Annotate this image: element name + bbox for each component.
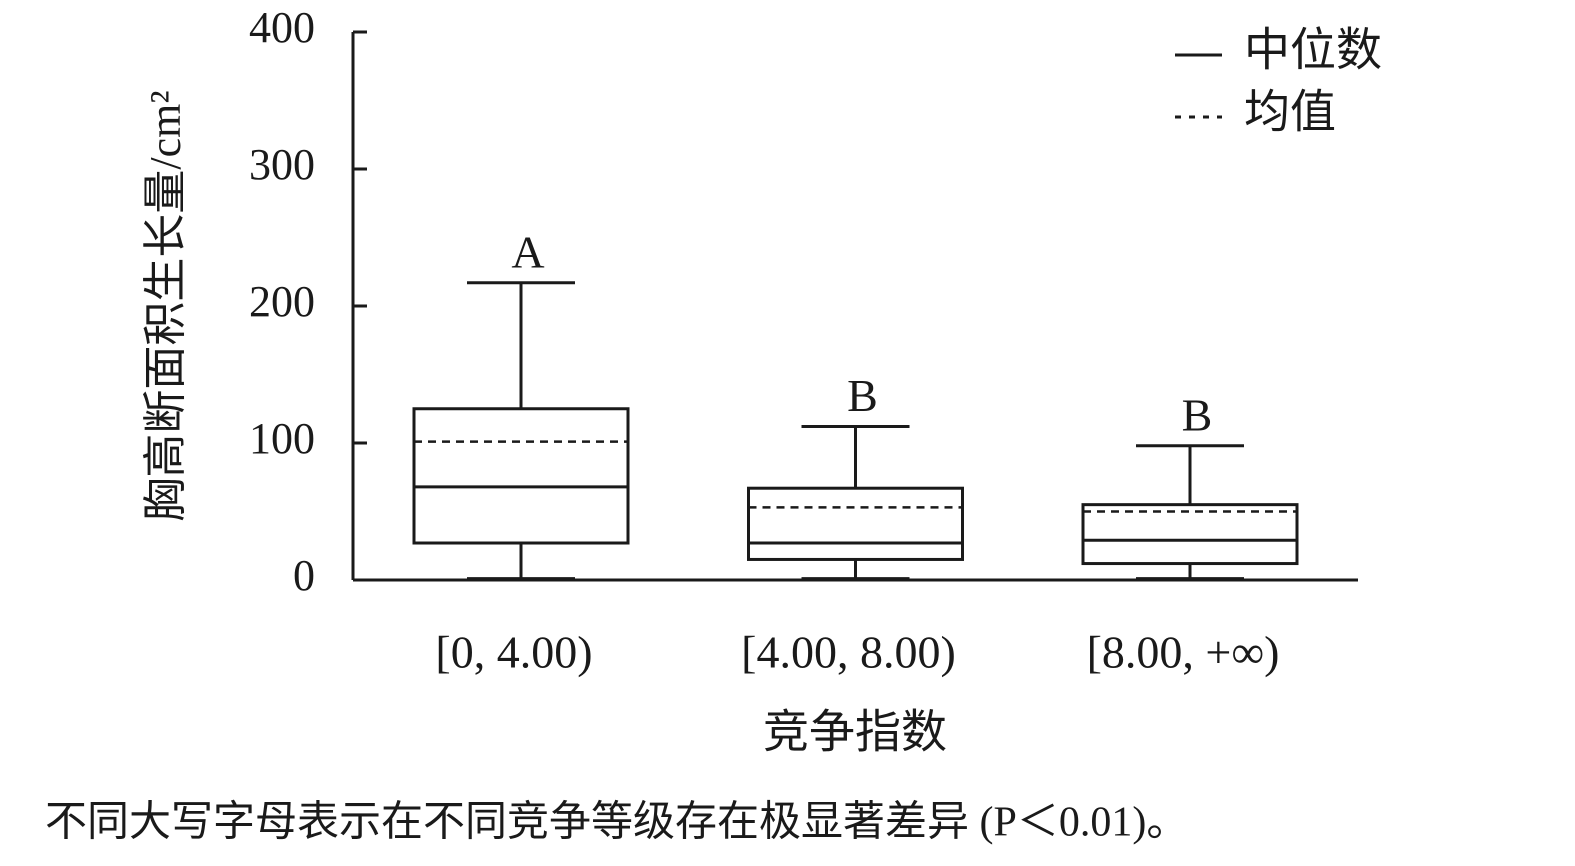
x-tick-label: [8.00, +∞) <box>1087 627 1280 678</box>
x-tick-label: [4.00, 8.00) <box>741 627 956 678</box>
y-tick-label: 400 <box>249 3 315 52</box>
y-tick-label: 200 <box>249 277 315 326</box>
y-tick-label: 100 <box>249 414 315 463</box>
legend-label: 中位数 <box>1244 25 1382 76</box>
y-tick-label: 0 <box>293 551 315 600</box>
x-tick-label: [0, 4.00) <box>435 627 592 678</box>
box <box>747 486 964 561</box>
box <box>1081 503 1299 566</box>
y-axis-title: 胸高断面积生长量/cm² <box>141 90 190 521</box>
y-tick-label: 300 <box>249 140 315 189</box>
legend-label: 均值 <box>1244 87 1336 138</box>
group-label: B <box>847 370 878 421</box>
group-label: B <box>1182 389 1213 440</box>
x-axis-title: 竞争指数 <box>763 707 947 758</box>
group-label: A <box>511 226 544 277</box>
box <box>412 407 630 545</box>
footnote: 不同大写字母表示在不同竞争等级存在极显著差异 (P＜0.01)。 <box>45 799 1188 846</box>
